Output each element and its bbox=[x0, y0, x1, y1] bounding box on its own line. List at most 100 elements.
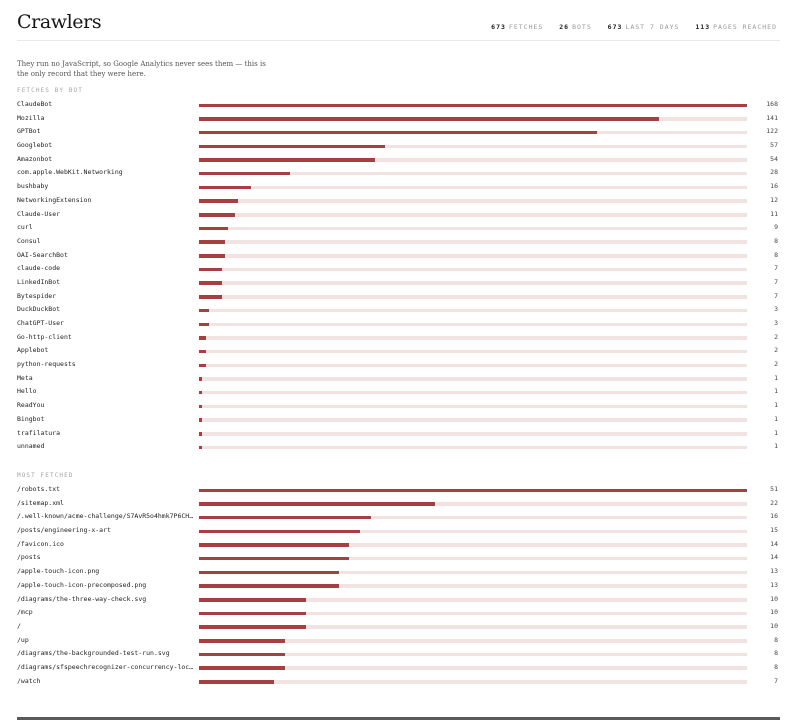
most-fetched-list: /robots.txt 51/sitemap.xml 22 /.well-known/… bbox=[17, 483, 780, 688]
row-label: NetworkingExtension bbox=[17, 195, 92, 204]
bar-track bbox=[199, 103, 747, 107]
bar-fill bbox=[199, 445, 203, 450]
row-label: Amazonbot bbox=[17, 154, 53, 163]
row-count: 3 bbox=[774, 305, 778, 314]
bar-track bbox=[199, 418, 747, 422]
bot-row: curl 9 bbox=[17, 221, 780, 235]
row-label: Meta bbox=[17, 373, 33, 382]
row-count: 11 bbox=[770, 209, 778, 218]
page-header: Crawlers 673 FETCHES 26 BOTS 673 LAST 7 DAY… bbox=[17, 8, 780, 41]
bar-track bbox=[199, 254, 747, 258]
bar-fill bbox=[199, 322, 209, 326]
bot-row: Googlebot 57 bbox=[17, 139, 780, 153]
row-count: 2 bbox=[774, 332, 778, 341]
bar-fill bbox=[199, 543, 350, 547]
bar-track bbox=[199, 404, 747, 409]
bar-track bbox=[199, 185, 747, 190]
row-label: Consul bbox=[17, 236, 41, 245]
row-label: python-requests bbox=[17, 360, 76, 369]
row-count: 28 bbox=[770, 168, 778, 177]
bar-track bbox=[199, 584, 747, 588]
bot-row: claude-code 7 bbox=[17, 262, 780, 276]
row-label: trafilatura bbox=[17, 428, 61, 437]
bot-row: Consul 8 bbox=[17, 235, 780, 249]
bar-track bbox=[199, 158, 747, 162]
bar-track bbox=[199, 377, 747, 381]
bot-row: Applebot 2 bbox=[17, 344, 780, 358]
bot-row: ClaudeBot 168 bbox=[17, 98, 780, 112]
bar-track bbox=[199, 515, 747, 520]
page-row: /posts 14 bbox=[17, 551, 780, 565]
bar-fill bbox=[199, 295, 222, 299]
bar-fill bbox=[199, 625, 307, 629]
bar-track bbox=[199, 295, 747, 299]
row-label: DuckDuckBot bbox=[17, 305, 61, 314]
row-label: /robots.txt bbox=[17, 485, 61, 493]
row-label: /diagrams/the-backgrounded-test-run.svg bbox=[17, 649, 170, 658]
row-label: OAI-SearchBot bbox=[17, 250, 68, 259]
row-count: 16 bbox=[770, 182, 778, 191]
page-row: /.well-known/acme-challenge/S7AvR5o4hmk7… bbox=[17, 510, 780, 524]
page-row: /robots.txt 51 bbox=[17, 483, 780, 497]
row-count: 122 bbox=[766, 127, 778, 136]
row-label: ClaudeBot bbox=[17, 100, 53, 108]
page-row: /mcp 10 bbox=[17, 606, 780, 620]
bar-fill bbox=[199, 144, 385, 149]
bar-track bbox=[199, 363, 747, 368]
row-count: 1 bbox=[774, 414, 778, 423]
bot-row: Go-http-client 2 bbox=[17, 331, 780, 345]
row-label: claude-code bbox=[17, 264, 61, 273]
bar-track bbox=[199, 611, 747, 616]
bar-track bbox=[199, 666, 747, 670]
bar-fill bbox=[199, 639, 285, 643]
row-count: 2 bbox=[774, 346, 778, 355]
bot-row: Hello 1 bbox=[17, 385, 780, 399]
bar-fill bbox=[199, 117, 659, 121]
stat-value: 113 bbox=[695, 23, 711, 31]
bot-row: DuckDuckBot 3 bbox=[17, 303, 780, 317]
bar-track bbox=[199, 556, 747, 561]
row-count: 8 bbox=[774, 236, 778, 245]
row-label: Bingbot bbox=[17, 414, 45, 423]
row-label: /mcp bbox=[17, 608, 33, 617]
row-count: 10 bbox=[770, 621, 778, 630]
row-label: /posts bbox=[17, 553, 41, 562]
bar-track bbox=[199, 349, 747, 354]
bot-row: ReadYou 1 bbox=[17, 399, 780, 413]
bot-row: Meta 1 bbox=[17, 372, 780, 386]
row-label: curl bbox=[17, 223, 33, 232]
page-row: /watch 7 bbox=[17, 675, 780, 689]
row-count: 1 bbox=[774, 387, 778, 396]
row-count: 51 bbox=[770, 485, 778, 493]
row-label: GPTBot bbox=[17, 127, 41, 136]
bar-track bbox=[199, 130, 747, 135]
row-count: 7 bbox=[774, 264, 778, 273]
bar-track bbox=[199, 308, 747, 313]
row-count: 168 bbox=[766, 100, 778, 108]
bar-fill bbox=[199, 598, 307, 602]
row-count: 1 bbox=[774, 442, 778, 451]
bot-row: Bingbot 1 bbox=[17, 413, 780, 427]
bar-track bbox=[199, 390, 747, 395]
bar-fill bbox=[199, 130, 597, 135]
bar-fill bbox=[199, 267, 222, 272]
bar-track bbox=[199, 144, 747, 149]
bar-fill bbox=[199, 418, 203, 422]
page-row: /apple-touch-icon.png 13 bbox=[17, 565, 780, 579]
row-label: /sitemap.xml bbox=[17, 498, 64, 507]
bar-track bbox=[199, 529, 747, 534]
bar-fill bbox=[199, 529, 361, 534]
bar-fill bbox=[199, 584, 339, 588]
row-label: Hello bbox=[17, 387, 37, 396]
page-row: /sitemap.xml 22 bbox=[17, 497, 780, 511]
row-label: /posts/engineering-x-art bbox=[17, 526, 111, 535]
stat-value: 673 bbox=[491, 23, 506, 31]
bot-row: python-requests 2 bbox=[17, 358, 780, 372]
section-label-most-fetched: MOST FETCHED bbox=[17, 472, 74, 479]
row-count: 54 bbox=[770, 154, 778, 163]
bar-track bbox=[199, 171, 747, 176]
bar-track bbox=[199, 652, 747, 657]
row-label: Mozilla bbox=[17, 113, 45, 122]
bar-fill bbox=[199, 240, 226, 244]
